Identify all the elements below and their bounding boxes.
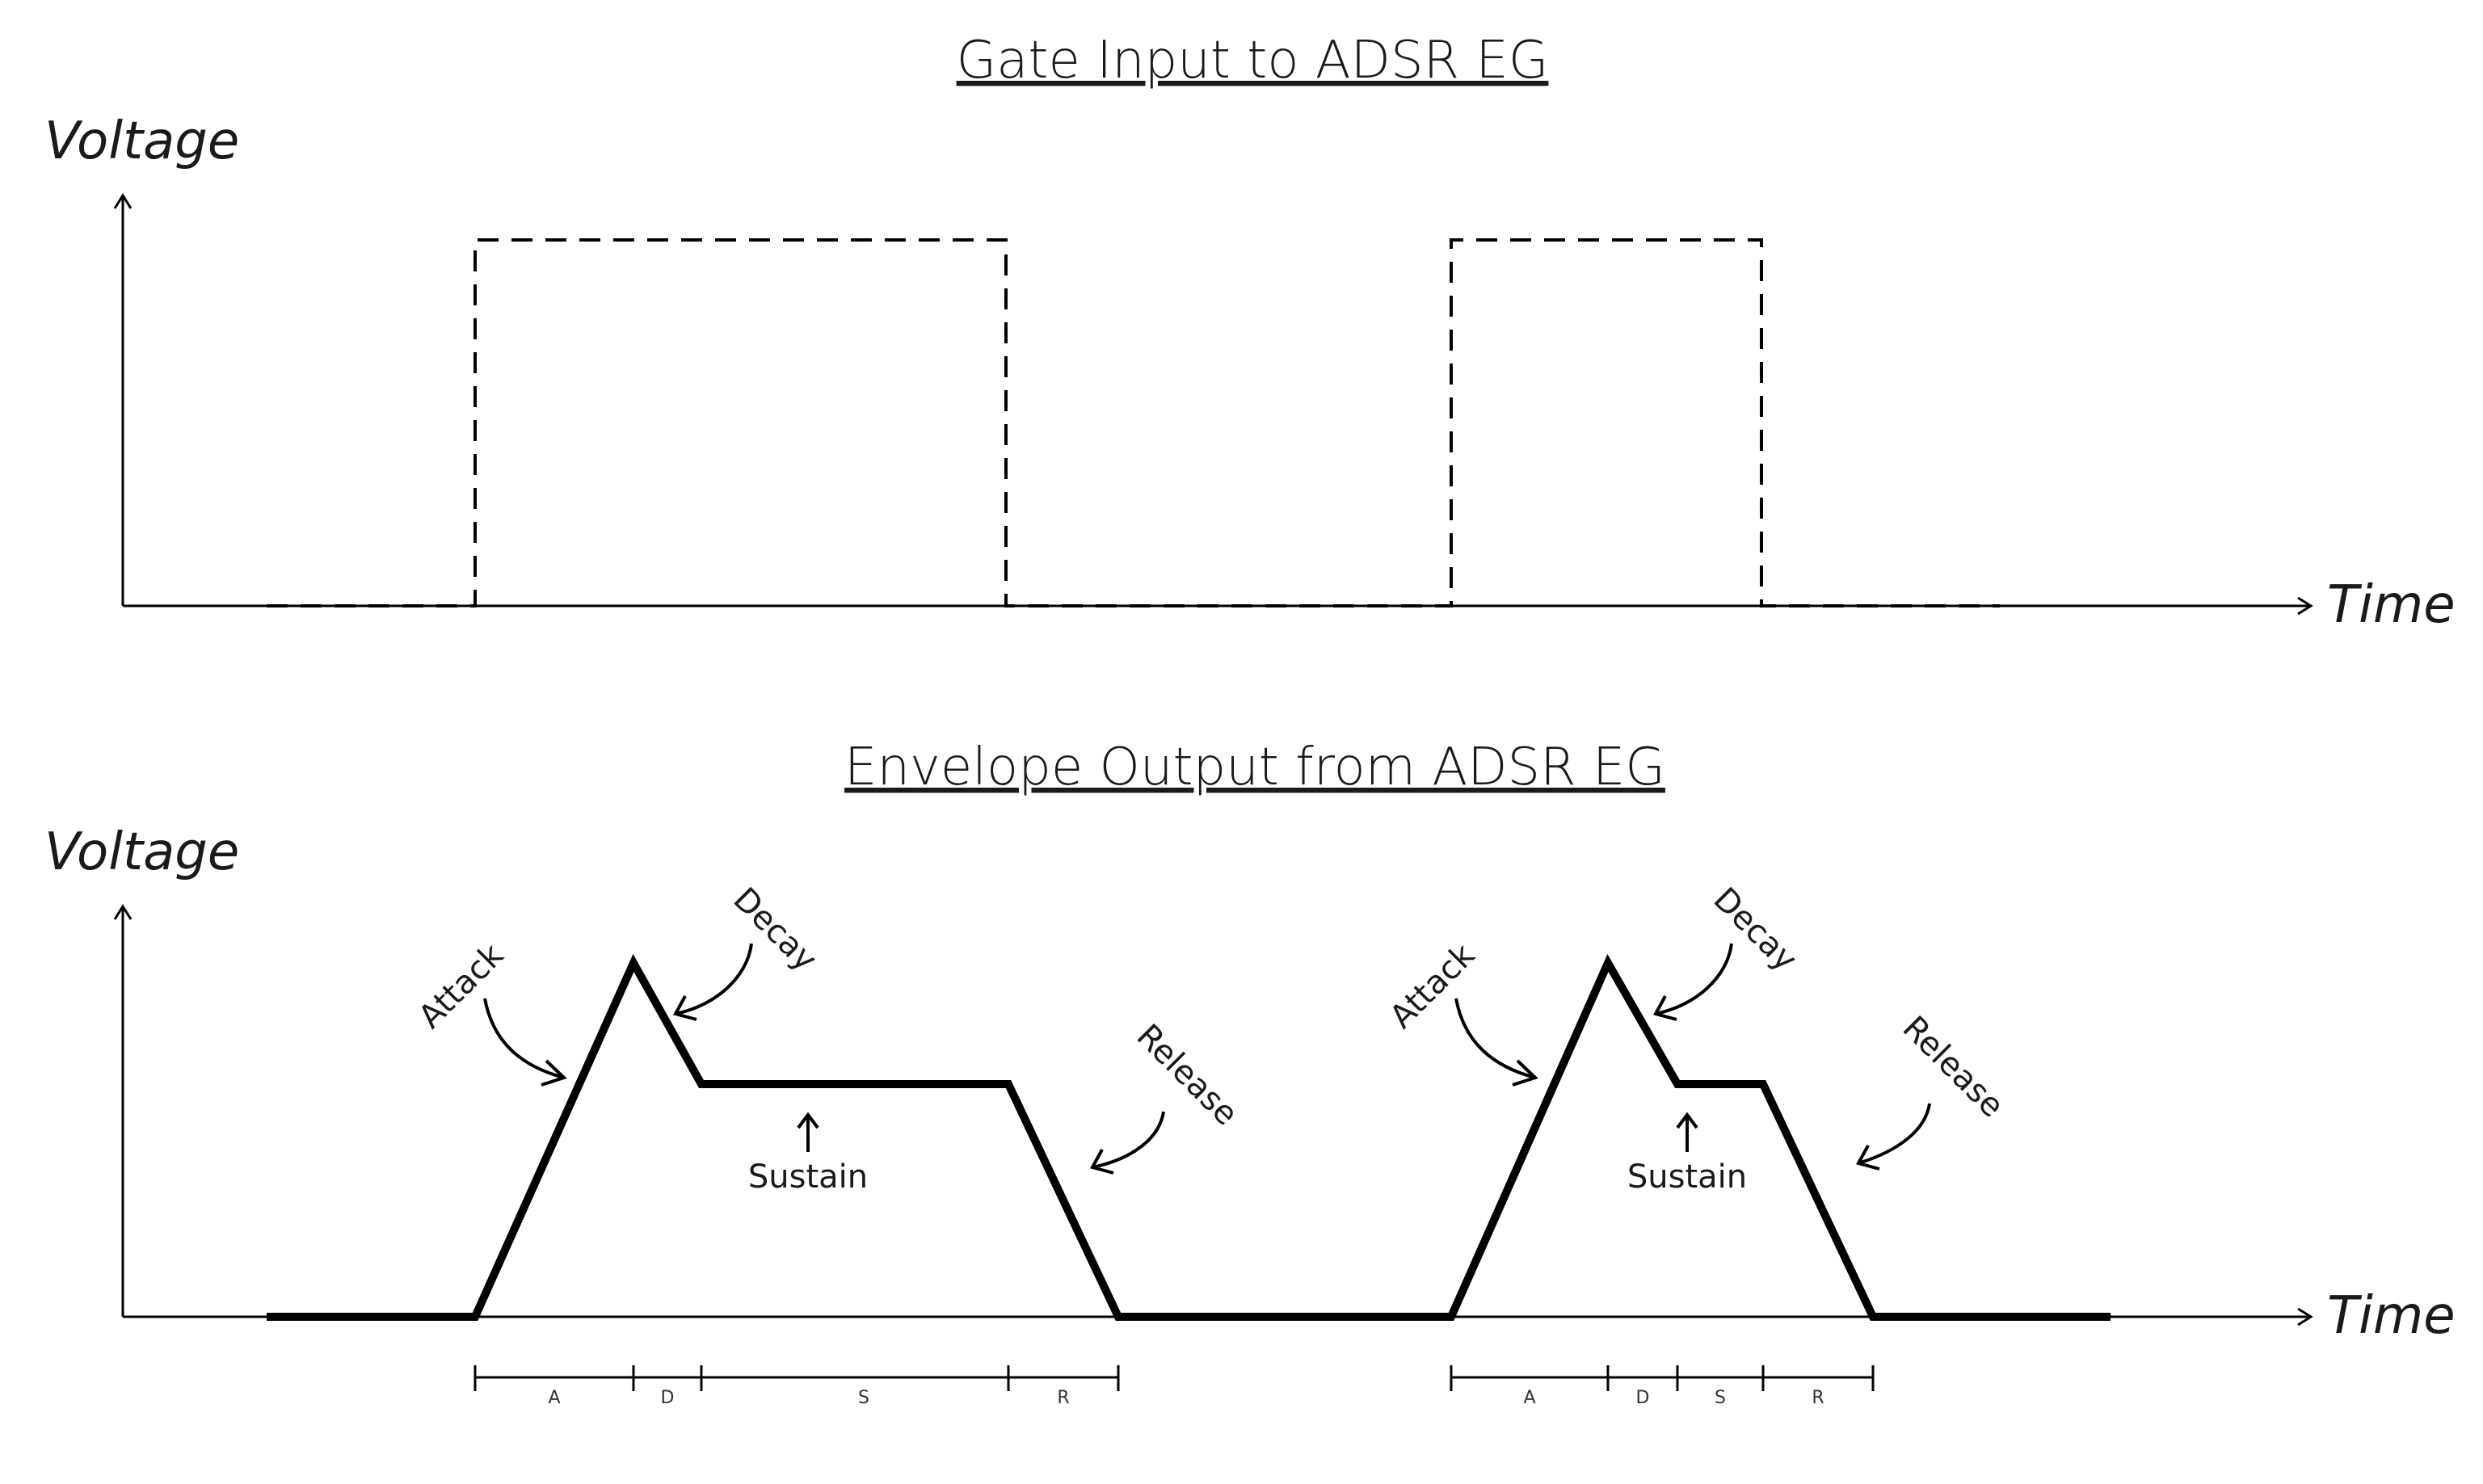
- arrow-head-icon: [2297, 1307, 2313, 1326]
- sustain-label: Sustain: [748, 1158, 868, 1196]
- arrow-head-icon: [1653, 995, 1677, 1021]
- envelope-panel: Envelope Output from ADSR EG Voltage Tim…: [44, 738, 2456, 1408]
- curved-arrow-icon: [675, 943, 753, 1015]
- decay-label: Decay: [1707, 881, 1804, 978]
- gate-signal: [267, 238, 2000, 607]
- segment-label-attack: A: [548, 1388, 560, 1408]
- arrow-head-icon: [797, 1112, 819, 1129]
- envelope-panel-title: Envelope Output from ADSR EG: [844, 738, 1665, 797]
- segment-label-attack: A: [1523, 1388, 1535, 1408]
- segment-label-decay: D: [1636, 1388, 1650, 1408]
- curved-arrow-icon: [1454, 998, 1536, 1079]
- decay-label: Decay: [726, 881, 824, 978]
- gate-panel-title: Gate Input to ADSR EG: [957, 31, 1549, 90]
- gate-x-axis-label: Time: [2327, 575, 2456, 635]
- arrow-head-icon: [541, 1059, 567, 1087]
- envelope-y-axis-label: Voltage: [44, 822, 239, 882]
- attack-label: Attack: [411, 936, 511, 1036]
- arrow-head-icon: [2297, 596, 2313, 616]
- envelope-1-segments: [473, 1365, 1120, 1391]
- envelope-signal: [267, 953, 2111, 1321]
- arrow-head-icon: [1676, 1112, 1698, 1129]
- release-label: Release: [1896, 1009, 2011, 1125]
- gate-panel: Gate Input to ADSR EG Voltage Time: [44, 31, 2456, 635]
- envelope-2-annotations: Attack Decay Release Sustain: [1382, 881, 2010, 1196]
- arrow-head-icon: [1856, 1145, 1880, 1171]
- segment-label-decay: D: [661, 1388, 675, 1408]
- arrow-head-icon: [113, 193, 133, 209]
- segment-label-sustain: S: [1715, 1388, 1726, 1408]
- curved-arrow-icon: [1655, 943, 1733, 1015]
- curved-arrow-icon: [483, 998, 565, 1079]
- gate-y-axis-label: Voltage: [44, 111, 239, 171]
- release-label: Release: [1130, 1017, 1245, 1133]
- envelope-2-segments: [1450, 1365, 1875, 1391]
- curved-arrow-icon: [1092, 1111, 1165, 1169]
- attack-label: Attack: [1382, 936, 1482, 1036]
- envelope-1-annotations: Attack Decay Release Sustain: [411, 881, 1244, 1196]
- segment-label-release: R: [1812, 1388, 1824, 1408]
- arrow-head-icon: [1512, 1059, 1538, 1087]
- segment-label-release: R: [1057, 1388, 1069, 1408]
- gate-axes: [113, 193, 2313, 616]
- envelope-x-axis-label: Time: [2327, 1286, 2456, 1346]
- sustain-label: Sustain: [1627, 1158, 1747, 1196]
- curved-arrow-icon: [1858, 1103, 1931, 1165]
- arrow-head-icon: [113, 904, 133, 920]
- segment-label-sustain: S: [858, 1388, 869, 1408]
- arrow-head-icon: [673, 995, 697, 1021]
- arrow-head-icon: [1090, 1149, 1114, 1175]
